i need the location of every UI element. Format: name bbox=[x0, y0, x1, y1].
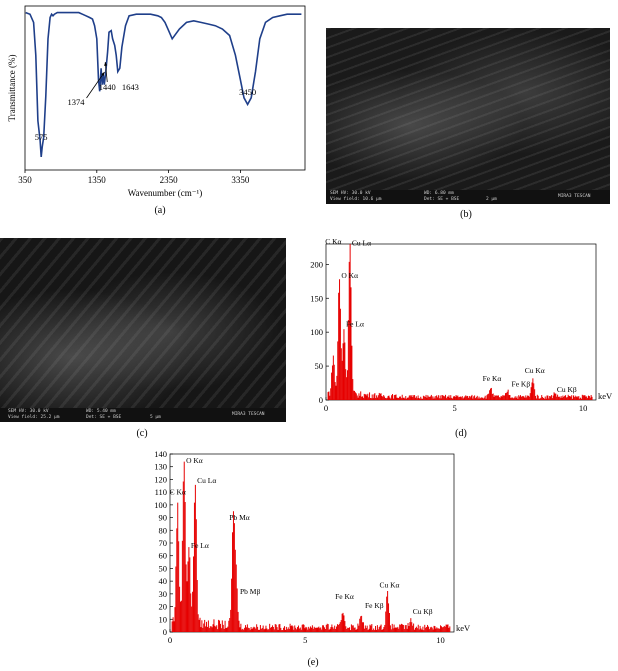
eds-d-xtick-label: 10 bbox=[579, 403, 588, 413]
sem-b-brand: MIRA3 TESCAN bbox=[558, 194, 591, 199]
sem-c-view: View field: 25.2 µm bbox=[8, 415, 60, 420]
caption-d: (d) bbox=[455, 428, 467, 439]
eds-d-peak-label: Cu Kα bbox=[525, 366, 545, 375]
eds-d-peak-label: O Kα bbox=[341, 271, 358, 280]
ftir-xtick-label: 350 bbox=[18, 175, 32, 185]
sem-c-scale: 5 µm bbox=[150, 415, 161, 420]
ftir-peak-label: 3450 bbox=[239, 87, 256, 97]
sem-image-c: SEM HV: 30.0 kV View field: 25.2 µm WD: … bbox=[0, 238, 286, 422]
sem-b-scale: 2 µm bbox=[486, 197, 497, 202]
ftir-xlabel: Wavenumber (cm⁻¹) bbox=[128, 188, 202, 198]
sem-c-wd: WD: 5.40 mm bbox=[86, 409, 116, 414]
ftir-series-line bbox=[25, 11, 302, 157]
caption-a: (a) bbox=[154, 205, 166, 216]
ftir-peak-label: 1440 bbox=[99, 82, 116, 92]
caption-e: (e) bbox=[307, 657, 319, 668]
eds-d-ytick-label: 0 bbox=[319, 395, 323, 405]
eds-d-peak-label: C Kα bbox=[325, 237, 341, 246]
ftir-xtick-label: 2350 bbox=[160, 175, 179, 185]
eds-d-plot-frame bbox=[325, 243, 597, 401]
ftir-arrowhead bbox=[101, 72, 105, 76]
eds-e-ytick-label: 110 bbox=[155, 487, 167, 497]
sem-info-bar-b: SEM HV: 30.0 kV View field: 10.6 µm WD: … bbox=[326, 190, 610, 204]
ftir-peak-label: 1643 bbox=[122, 82, 139, 92]
ftir-ylabel: Transmittance (%) bbox=[7, 55, 17, 122]
eds-e-chart: 0 10 20 30 40 50 60 70 80 90 100 110 120 130 140 0 5 10 ke… bbox=[154, 449, 471, 645]
sem-b-view: View field: 10.6 µm bbox=[330, 197, 382, 202]
ftir-annotation-arrow bbox=[86, 71, 105, 99]
eds-d-ytick-label: 100 bbox=[310, 327, 323, 337]
caption-b: (b) bbox=[460, 209, 472, 220]
eds-e-peak-label: Pb Mα bbox=[229, 513, 249, 522]
eds-e-ytick-label: 20 bbox=[159, 602, 168, 612]
eds-e-xtick-label: 5 bbox=[303, 635, 307, 645]
sem-b-hv: SEM HV: 30.0 kV bbox=[330, 191, 371, 196]
sem-micrograph-c bbox=[0, 238, 286, 408]
eds-d-peak-label: Fe Kα bbox=[483, 374, 502, 383]
eds-e-peak-label: C Kα bbox=[170, 488, 186, 497]
sem-image-b: SEM HV: 30.0 kV View field: 10.6 µm WD: … bbox=[326, 28, 610, 204]
ftir-peak-label: 575 bbox=[35, 132, 48, 142]
ftir-chart: Transmittance (%) Wavenumber (cm⁻¹) 350 1… bbox=[7, 5, 306, 198]
eds-e-ytick-label: 0 bbox=[163, 627, 167, 637]
sem-c-hv: SEM HV: 30.0 kV bbox=[8, 409, 49, 414]
ftir-panel: Transmittance (%) Wavenumber (cm⁻¹) 350 1… bbox=[0, 0, 310, 216]
eds-e-ytick-label: 130 bbox=[154, 462, 167, 472]
eds-e-ytick-label: 120 bbox=[154, 474, 167, 484]
eds-e-panel: 0 10 20 30 40 50 60 70 80 90 100 110 120 130 140 0 5 10 ke… bbox=[142, 448, 482, 654]
eds-d-peak-label: Fe Kβ bbox=[512, 379, 531, 388]
eds-e-peak-label: Fe Kβ bbox=[365, 601, 384, 610]
eds-e-ytick-label: 50 bbox=[159, 563, 168, 573]
ftir-plot-frame bbox=[24, 5, 306, 171]
eds-e-ytick-label: 80 bbox=[159, 525, 168, 535]
caption-c: (c) bbox=[136, 428, 148, 439]
eds-e-ytick-label: 90 bbox=[159, 513, 168, 523]
sem-micrograph-b bbox=[326, 28, 610, 190]
ftir-xtick-label: 3350 bbox=[231, 175, 250, 185]
eds-e-xlabel: keV bbox=[456, 623, 471, 633]
eds-e-xtick-label: 0 bbox=[168, 635, 172, 645]
eds-e-peak-label: Pb Mβ bbox=[240, 587, 260, 596]
eds-e-peak-label: Fe Kα bbox=[335, 592, 354, 601]
ftir-arrowhead bbox=[104, 62, 108, 66]
eds-e-ytick-label: 40 bbox=[159, 576, 168, 586]
eds-e-ytick-label: 10 bbox=[159, 614, 168, 624]
eds-d-peak-label: Cu Lα bbox=[352, 238, 371, 247]
eds-d-panel: 0 50 100 150 200 0 5 10 keV C Kα Cu Lα O Kα Fe Lα Fe … bbox=[296, 236, 618, 422]
eds-d-xlabel: keV bbox=[598, 391, 613, 401]
eds-e-xtick-label: 10 bbox=[436, 635, 445, 645]
eds-e-ytick-label: 30 bbox=[159, 589, 168, 599]
sem-c-brand: MIRA3 TESCAN bbox=[232, 412, 265, 417]
eds-d-spectrum bbox=[327, 244, 593, 400]
eds-d-peak-label: Fe Lα bbox=[346, 320, 364, 329]
sem-info-bar-c: SEM HV: 30.0 kV View field: 25.2 µm WD: … bbox=[0, 408, 286, 422]
sem-b-det: Det: SE + BSE bbox=[424, 197, 460, 202]
sem-c-det: Det: SE + BSE bbox=[86, 415, 122, 420]
eds-e-peak-label: O Kα bbox=[186, 456, 203, 465]
eds-d-ytick-label: 50 bbox=[315, 361, 324, 371]
eds-e-peak-label: Cu Kβ bbox=[413, 607, 433, 616]
ftir-peak-label: 1374 bbox=[68, 97, 86, 107]
eds-d-peak-label: Cu Kβ bbox=[557, 385, 577, 394]
eds-e-peak-label: Cu Lα bbox=[197, 476, 216, 485]
eds-e-spectrum bbox=[171, 461, 451, 632]
eds-d-xtick-label: 0 bbox=[324, 403, 328, 413]
eds-e-peak-label: Cu Kα bbox=[379, 581, 399, 590]
eds-e-ytick-label: 70 bbox=[159, 538, 168, 548]
eds-d-xtick-label: 5 bbox=[452, 403, 456, 413]
eds-e-peak-label: Fe Lα bbox=[191, 541, 209, 550]
eds-d-chart: 0 50 100 150 200 0 5 10 keV C Kα Cu Lα O Kα Fe Lα Fe … bbox=[310, 237, 613, 413]
eds-e-ytick-label: 140 bbox=[154, 449, 167, 459]
sem-b-wd: WD: 6.80 mm bbox=[424, 191, 454, 196]
eds-d-ytick-label: 200 bbox=[310, 259, 323, 269]
ftir-xtick-label: 1350 bbox=[88, 175, 107, 185]
eds-e-ytick-label: 60 bbox=[159, 551, 168, 561]
eds-e-ytick-label: 100 bbox=[154, 500, 167, 510]
eds-d-ytick-label: 150 bbox=[310, 293, 323, 303]
